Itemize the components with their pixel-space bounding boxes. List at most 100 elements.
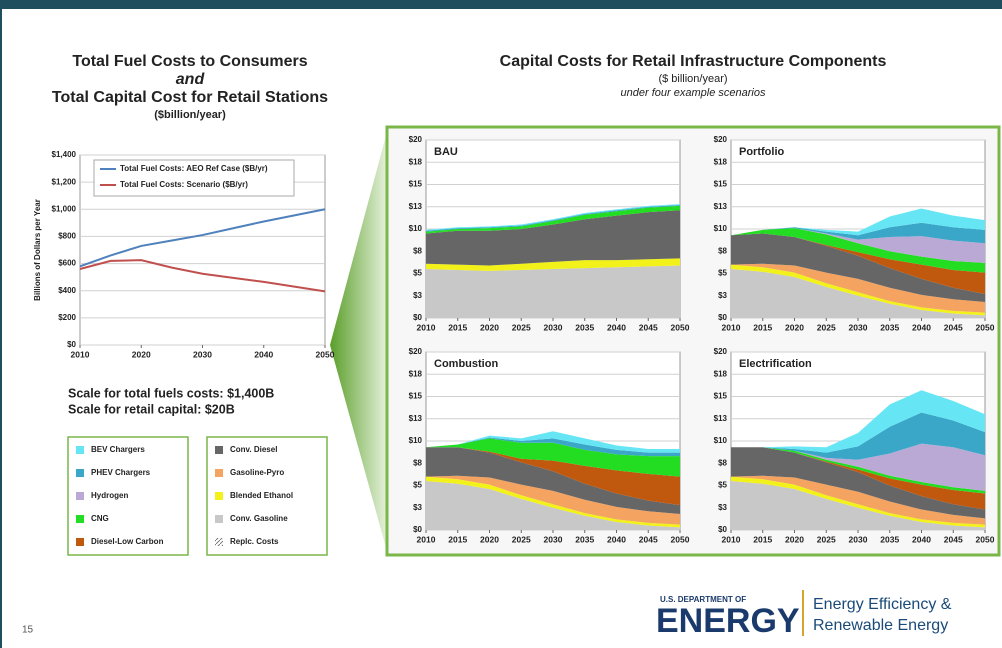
x-tick-label: 2025	[512, 534, 531, 544]
x-tick-label: 2035	[575, 322, 594, 332]
x-tick-label: 2020	[785, 322, 804, 332]
area-series	[426, 431, 680, 453]
area-series	[426, 438, 680, 477]
area-series	[731, 475, 985, 525]
x-tick-label: 2045	[944, 534, 963, 544]
legend-box	[206, 436, 328, 556]
legend-swatch	[215, 469, 223, 477]
x-tick-label: 2010	[417, 534, 436, 544]
y-tick-label: $0	[413, 313, 422, 322]
x-tick-label: 2040	[607, 322, 626, 332]
y-tick-label: $200	[58, 313, 76, 322]
connector	[330, 128, 388, 555]
logo-divider	[802, 590, 804, 636]
legend-swatch	[76, 492, 84, 500]
area-series	[426, 205, 680, 234]
logo-office: Energy Efficiency &	[813, 596, 952, 613]
y-tick-label: $15	[714, 392, 728, 401]
y-tick-label: $600	[58, 259, 76, 268]
area-series	[731, 481, 985, 530]
x-tick-label: 2040	[912, 322, 931, 332]
area-series	[731, 390, 985, 453]
x-tick-label: 2050	[671, 322, 690, 332]
x-tick-label: 2035	[880, 322, 899, 332]
legend-label: PHEV Chargers	[91, 468, 151, 477]
area-series	[731, 412, 985, 460]
x-tick-label: 2030	[193, 349, 212, 359]
x-tick-label: 2030	[544, 322, 563, 332]
y-tick-label: $20	[409, 347, 423, 356]
area-series	[426, 210, 680, 266]
y-tick-label: $0	[718, 313, 727, 322]
area-series	[426, 265, 680, 318]
x-tick-label: 2050	[316, 349, 335, 359]
y-tick-label: $15	[714, 180, 728, 189]
legend-label: Conv. Diesel	[230, 445, 277, 454]
area-series	[426, 204, 680, 231]
legend-box	[67, 436, 189, 556]
legend-swatch	[215, 515, 223, 523]
x-tick-label: 2030	[849, 534, 868, 544]
area-series	[426, 258, 680, 271]
left-title: and	[176, 71, 206, 88]
legend-label: Replc. Costs	[230, 537, 279, 546]
left-edge	[0, 9, 2, 648]
y-tick-label: $1,000	[52, 204, 77, 213]
x-tick-label: 2015	[753, 322, 772, 332]
y-tick-label: $3	[413, 291, 422, 300]
scale-note: Scale for total fuels costs: $1,400B	[68, 386, 274, 400]
y-tick-label: $8	[413, 246, 422, 255]
x-tick-label: 2020	[480, 534, 499, 544]
legend-label: BEV Chargers	[91, 445, 145, 454]
legend	[93, 159, 295, 197]
x-tick-label: 2010	[722, 322, 741, 332]
x-tick-label: 2035	[880, 534, 899, 544]
left-subtitle: ($billion/year)	[154, 109, 226, 121]
area-series	[426, 476, 680, 528]
x-tick-label: 2010	[417, 322, 436, 332]
panel-title: Portfolio	[739, 146, 784, 158]
y-tick-label: $10	[714, 224, 728, 233]
area-series	[731, 208, 985, 236]
area-series	[426, 481, 680, 530]
page-number: 15	[22, 625, 34, 636]
legend-swatch	[215, 492, 223, 500]
x-tick-label: 2015	[448, 322, 467, 332]
legend-label: CNG	[91, 514, 109, 523]
legend-label: Hydrogen	[91, 491, 128, 500]
x-tick-label: 2030	[849, 322, 868, 332]
left-title: Total Fuel Costs to Consumers	[72, 53, 307, 70]
legend-label: Total Fuel Costs: Scenario ($B/yr)	[120, 180, 248, 189]
y-tick-label: $13	[409, 414, 423, 423]
y-tick-label: $10	[409, 436, 423, 445]
area-series	[731, 443, 985, 491]
area-series	[731, 264, 985, 316]
y-tick-label: $5	[718, 481, 727, 490]
x-tick-label: 2010	[722, 534, 741, 544]
y-tick-label: $18	[409, 369, 423, 378]
area-series	[731, 222, 985, 244]
area-series	[426, 204, 680, 232]
panel-title: BAU	[434, 146, 458, 158]
area-series	[426, 475, 680, 525]
y-tick-label: $8	[413, 458, 422, 467]
x-tick-label: 2045	[944, 322, 963, 332]
y-tick-label: $5	[718, 269, 727, 278]
y-tick-label: $20	[714, 347, 728, 356]
y-tick-label: $3	[718, 503, 727, 512]
x-tick-label: 2020	[785, 534, 804, 544]
panel-title: Electrification	[739, 358, 812, 370]
x-tick-label: 2040	[254, 349, 273, 359]
y-tick-label: $0	[718, 525, 727, 534]
area-series	[731, 269, 985, 318]
x-tick-label: 2025	[512, 322, 531, 332]
x-tick-label: 2050	[671, 534, 690, 544]
y-tick-label: $5	[413, 269, 422, 278]
x-tick-label: 2015	[753, 534, 772, 544]
legend-swatch	[76, 469, 84, 477]
y-tick-label: $1,200	[52, 177, 77, 186]
y-tick-label: $1,400	[52, 150, 77, 159]
right-title: Capital Costs for Retail Infrastructure …	[500, 53, 887, 70]
logo-agency: U.S. DEPARTMENT OF	[660, 595, 746, 604]
y-tick-label: $0	[413, 525, 422, 534]
